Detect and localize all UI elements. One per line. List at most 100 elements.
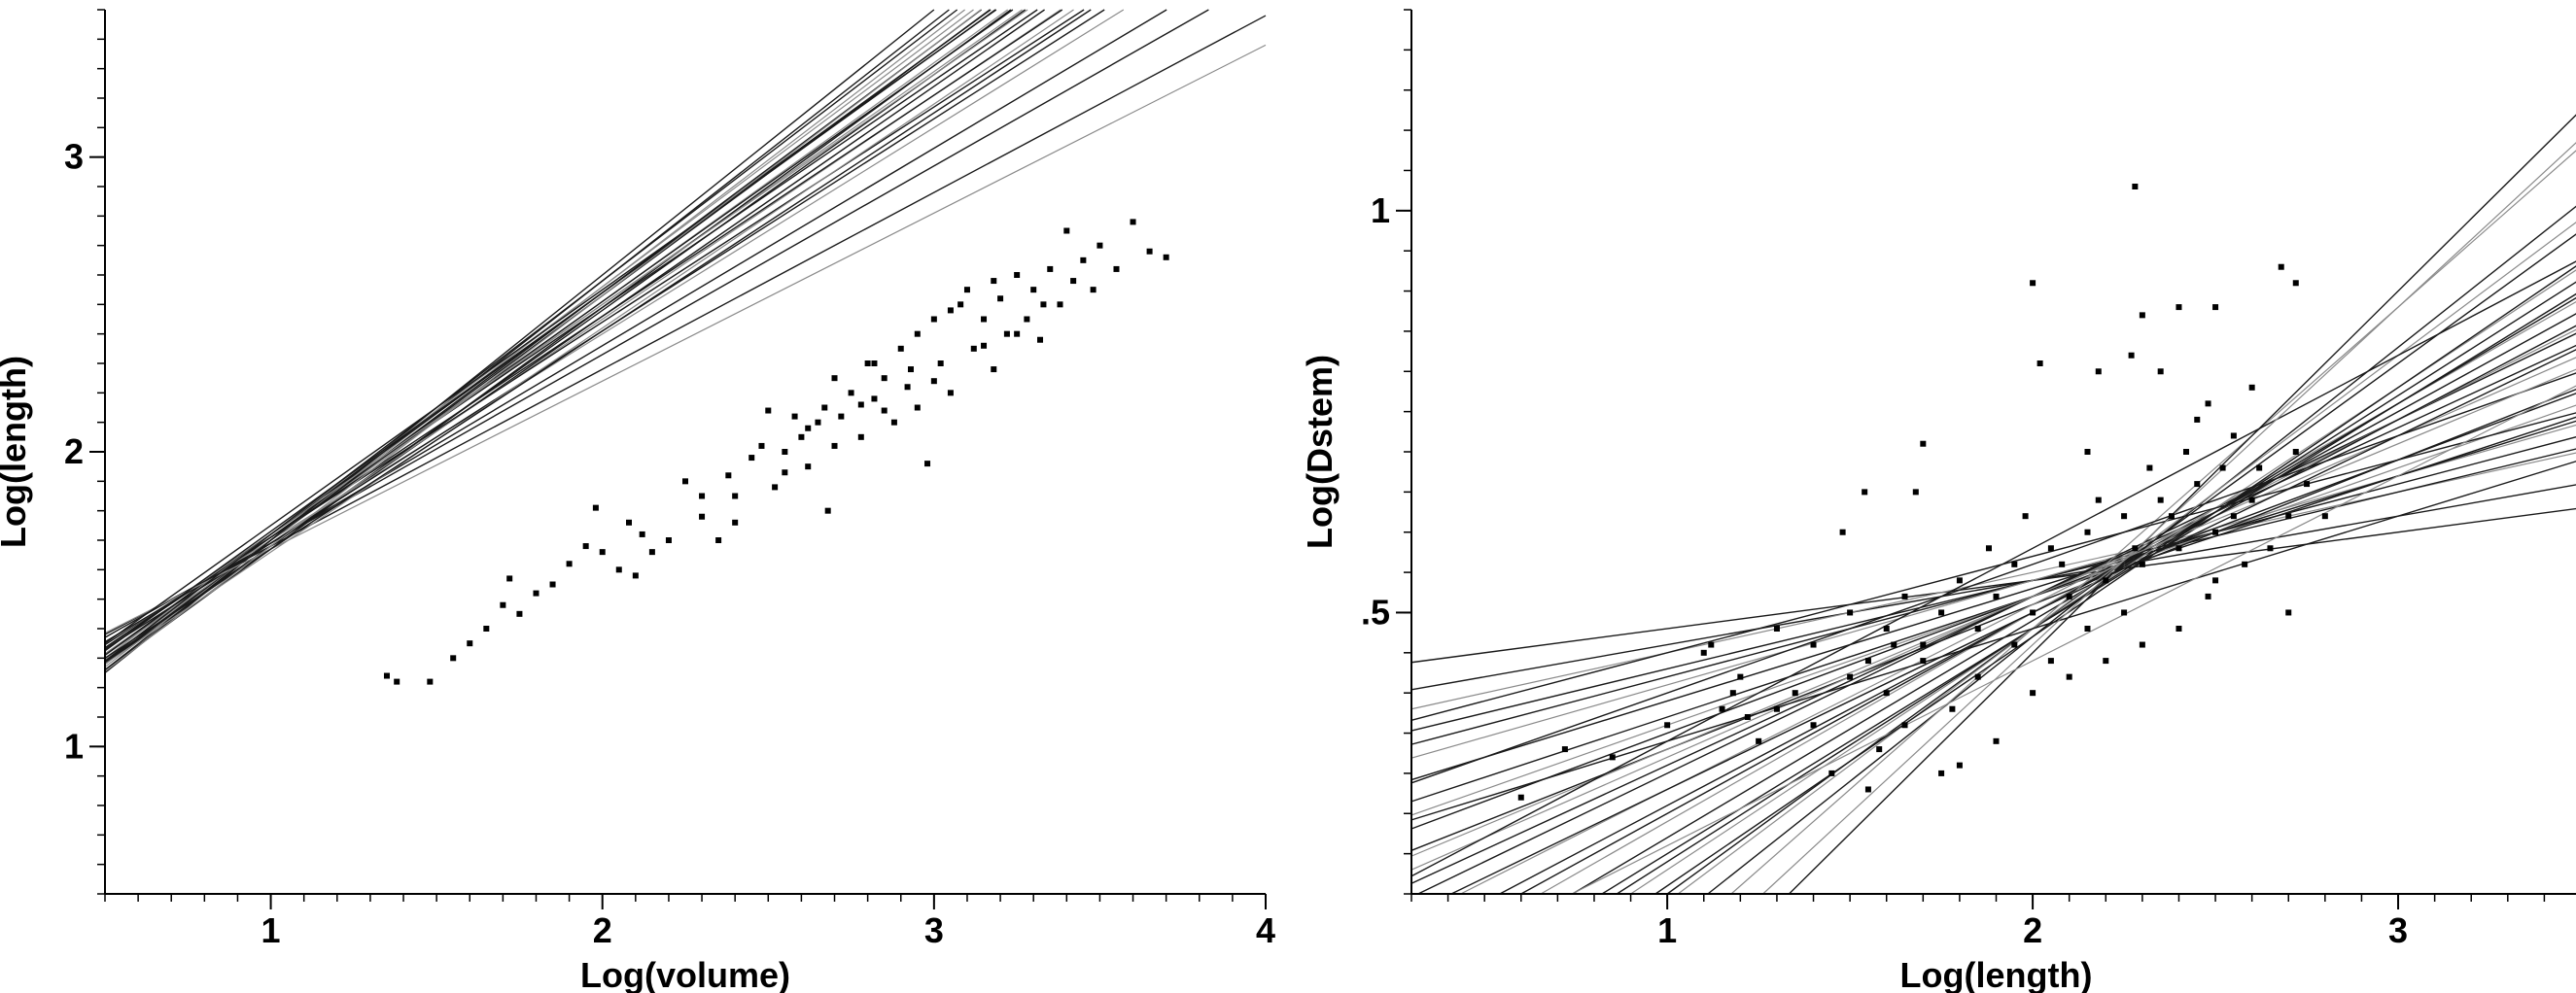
- regression-line: [1410, 416, 2576, 803]
- data-point: [2036, 360, 2043, 366]
- data-point: [2157, 496, 2164, 503]
- data-points-group: [1517, 184, 2328, 801]
- data-point: [1883, 690, 1890, 697]
- data-point: [665, 537, 672, 543]
- regression-line: [104, 44, 1267, 634]
- data-point: [1040, 301, 1047, 308]
- data-point: [1014, 272, 1021, 278]
- regression-line: [1654, 265, 2576, 895]
- regression-line: [1499, 325, 2576, 895]
- data-point: [725, 472, 732, 479]
- data-point: [791, 413, 798, 420]
- regression-line: [1788, 114, 2576, 895]
- data-point: [732, 519, 739, 526]
- data-point: [1985, 545, 1992, 552]
- data-point: [782, 469, 788, 476]
- data-point: [2292, 449, 2299, 455]
- data-point: [2205, 593, 2211, 599]
- data-point: [1938, 770, 1945, 776]
- regression-line: [1540, 300, 2576, 895]
- data-point: [782, 449, 788, 455]
- data-point: [2285, 513, 2292, 520]
- data-point: [1974, 626, 1981, 632]
- data-point: [2121, 609, 2128, 616]
- data-point: [2059, 561, 2066, 567]
- x-tick-label: 4: [1256, 910, 1275, 950]
- data-point: [831, 375, 838, 382]
- data-point: [981, 342, 988, 349]
- data-point: [1756, 737, 1762, 744]
- data-point: [599, 549, 606, 556]
- data-point: [815, 419, 821, 426]
- regression-line: [1616, 281, 2576, 895]
- data-point: [2219, 464, 2226, 471]
- data-point: [2121, 513, 2128, 520]
- data-point: [2278, 263, 2284, 270]
- regression-line: [1410, 448, 2576, 732]
- data-point: [2230, 432, 2237, 439]
- data-point: [1912, 489, 1919, 496]
- regression-line: [1410, 461, 2576, 821]
- x-axis-label: Log(length): [1900, 955, 2093, 993]
- data-point: [2095, 368, 2102, 375]
- data-point: [2011, 641, 2018, 648]
- data-point: [2030, 280, 2036, 287]
- data-point: [1956, 762, 1963, 769]
- data-point: [1862, 489, 1868, 496]
- axes-group: 1 2 3 4 1 2 3: [64, 9, 1275, 950]
- data-point: [2168, 513, 2175, 520]
- data-point: [890, 419, 897, 426]
- data-point: [1993, 593, 2000, 599]
- data-point: [1901, 593, 1908, 599]
- data-point: [715, 537, 722, 543]
- data-point: [765, 407, 772, 414]
- data-point: [516, 610, 523, 617]
- data-point: [1864, 786, 1871, 793]
- data-point: [1920, 658, 1927, 665]
- data-point: [897, 345, 904, 352]
- data-point: [533, 590, 540, 597]
- data-point: [1664, 722, 1671, 729]
- x-tick-label: 3: [2388, 910, 2408, 950]
- data-point: [615, 566, 622, 573]
- data-point: [1956, 577, 1963, 584]
- data-point: [1063, 227, 1070, 234]
- data-point: [947, 307, 954, 314]
- data-point: [1729, 690, 1736, 697]
- data-point: [2146, 464, 2153, 471]
- regression-line: [1410, 452, 2576, 710]
- data-point: [1810, 722, 1817, 729]
- regression-line: [1601, 292, 2576, 895]
- data-point: [924, 461, 931, 467]
- data-point: [981, 316, 988, 323]
- regression-line: [1520, 313, 2576, 895]
- data-point: [2047, 658, 2054, 665]
- y-tick-label: 1: [64, 726, 84, 766]
- data-point: [2128, 352, 2135, 359]
- data-point: [682, 478, 688, 485]
- data-point: [699, 493, 706, 499]
- regression-line: [1707, 205, 2576, 895]
- y-tick-label: 1: [1371, 190, 1390, 230]
- regression-line: [104, 9, 958, 662]
- data-point: [1864, 658, 1871, 665]
- data-point: [1974, 673, 1981, 680]
- data-point: [914, 330, 921, 337]
- data-point: [1920, 641, 1927, 648]
- data-point: [1719, 705, 1725, 712]
- data-point: [566, 561, 573, 567]
- fit-lines-group: [1410, 114, 2576, 895]
- data-point: [427, 678, 434, 685]
- data-point: [699, 513, 706, 520]
- data-point: [963, 287, 970, 293]
- data-point: [2176, 545, 2182, 552]
- x-tick-label: 1: [261, 910, 281, 950]
- regression-line: [1410, 436, 2576, 745]
- data-point: [2292, 280, 2299, 287]
- data-point: [1097, 242, 1103, 249]
- data-point: [1708, 641, 1715, 648]
- data-point: [2139, 561, 2145, 567]
- data-point: [821, 404, 828, 411]
- data-point: [1876, 746, 1883, 753]
- regression-line: [1730, 150, 2576, 895]
